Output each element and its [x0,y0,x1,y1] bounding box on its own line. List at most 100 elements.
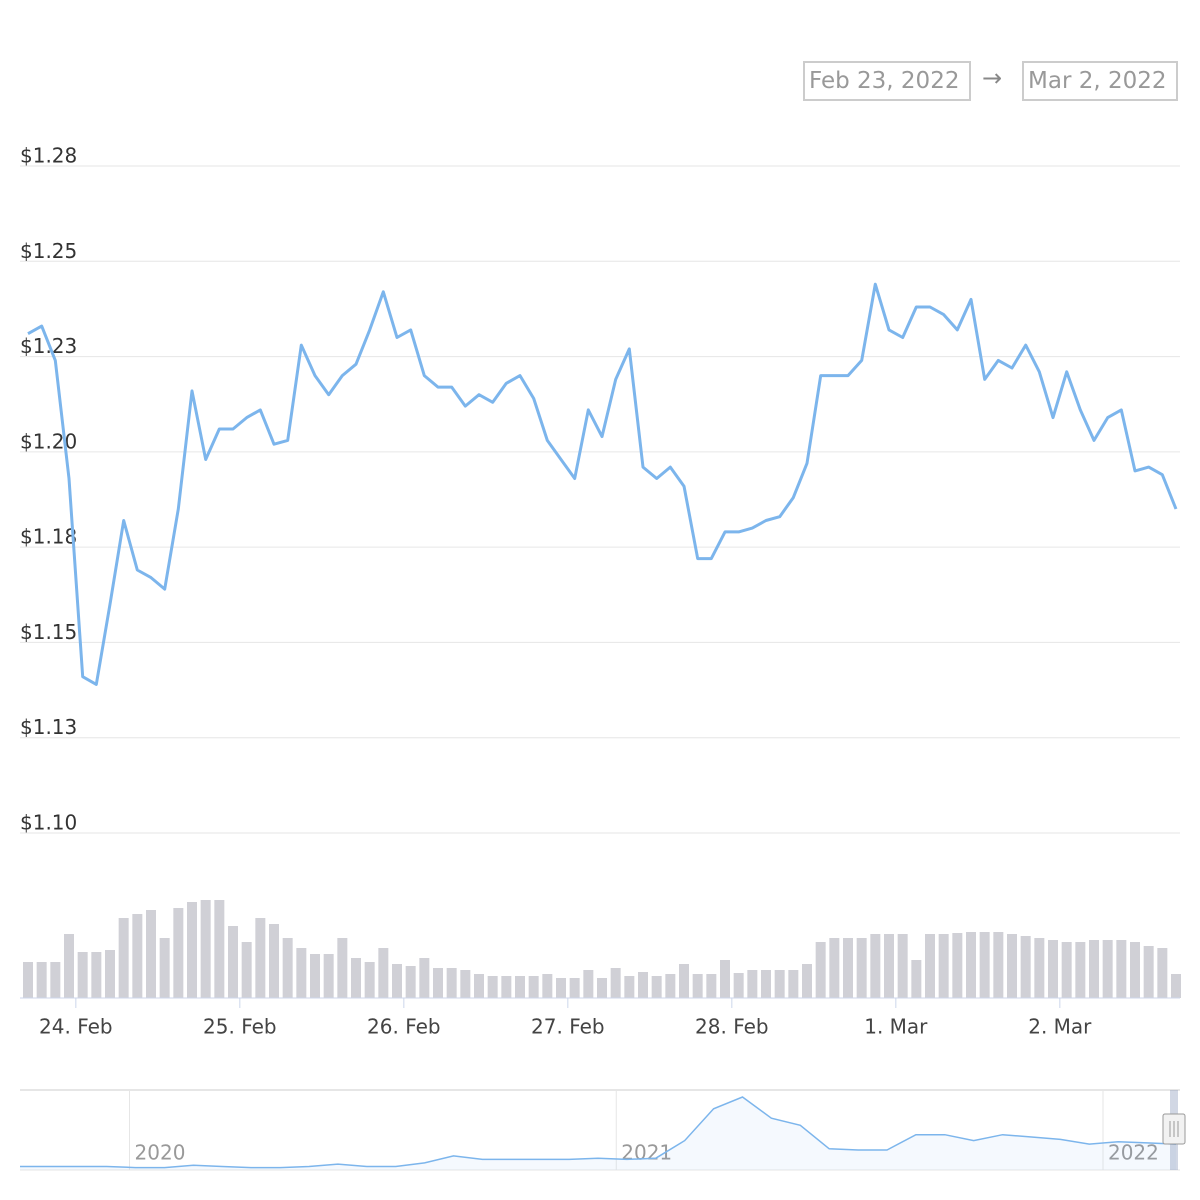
volume-bar [337,938,348,998]
volume-bar [1020,936,1031,998]
volume-bar [692,974,703,998]
navigator-label: 2022 [1108,1141,1159,1165]
volume-bar [228,926,238,998]
volume-bar [815,942,826,998]
volume-bar [446,968,457,998]
navigator-label: 2021 [621,1141,672,1165]
volume-bar [774,970,785,998]
y-tick-label: $1.13 [20,715,77,739]
volume-bar [77,952,88,998]
y-tick-label: $1.28 [20,144,77,168]
y-tick-label: $1.25 [20,239,77,263]
date-separator: → [982,64,1003,92]
volume-bar [269,924,279,998]
y-tick-label: $1.10 [20,811,77,835]
volume-bar [651,976,662,998]
volume-bar [1007,934,1017,998]
volume-bar [788,970,799,998]
volume-bar [829,938,840,998]
y-tick-label: $1.15 [20,620,77,644]
volume-bar [1143,946,1154,998]
volume-bar [870,934,881,998]
volume-bar [706,974,717,998]
volume-bar [1075,942,1086,998]
volume-bar [1102,940,1113,998]
volume-bar [1130,942,1140,998]
volume-bar [310,954,320,998]
volume-bar [1048,940,1058,998]
volume-bar [979,932,990,998]
volume-bar [884,934,894,998]
x-tick-label: 1. Mar [864,1015,928,1039]
volume-bar [1116,940,1127,998]
volume-bar [679,964,689,998]
volume-bar [528,976,539,998]
volume-bar [118,918,129,998]
volume-bar [364,962,375,998]
volume-bar [378,948,389,998]
navigator-area [20,1097,1176,1170]
navigator-bg [20,1090,1180,1170]
y-tick-label: $1.20 [20,429,77,453]
price-line [27,282,1178,686]
x-tick-label: 28. Feb [695,1015,769,1039]
volume-bar [501,976,512,998]
volume-bar [665,974,676,998]
volume-bar [624,976,635,998]
volume-bar [569,978,580,998]
volume-bar [351,958,361,998]
date-to[interactable]: Mar 2, 2022 [1022,61,1178,101]
volume-bar [610,968,621,998]
volume-bar [993,932,1004,998]
volume-bar [419,958,430,998]
volume-bar [173,908,184,998]
volume-bar [105,950,115,998]
volume-bar [132,914,143,998]
volume-bar [296,948,307,998]
volume-bar [255,918,266,998]
navigator-line [20,1096,1177,1169]
volume-bar [843,938,853,998]
volume-bar [938,934,949,998]
volume-bar [214,900,225,998]
volume-bar [952,933,963,998]
volume-bar [542,974,553,998]
y-tick-label: $1.18 [20,525,77,549]
volume-bar [323,954,334,998]
volume-bar [911,960,922,998]
x-tick-label: 26. Feb [367,1015,441,1039]
volume-bar [146,910,156,998]
volume-bar [405,966,416,998]
volume-bar [159,938,170,998]
volume-bar [897,934,908,998]
volume-bar [1089,940,1099,998]
volume-bar [487,976,498,998]
volume-bar [802,964,812,998]
volume-bar [747,970,758,998]
volume-bar [282,938,293,998]
volume-bar [515,976,525,998]
volume-bar [1157,948,1168,998]
volume-bar [583,970,594,998]
volume-bar [556,978,566,998]
volume-bar [474,974,484,998]
x-tick-label: 2. Mar [1028,1015,1092,1039]
navigator-handle[interactable] [1162,1113,1186,1145]
volume-bar [187,902,197,998]
volume-bar [966,932,976,998]
volume-bar [597,978,607,998]
volume-bar [23,962,33,998]
volume-bar [638,972,648,998]
volume-bar [460,970,471,998]
volume-bar [200,900,211,998]
x-tick-label: 25. Feb [203,1015,277,1039]
date-from[interactable]: Feb 23, 2022 [803,61,971,101]
navigator-label: 2020 [135,1141,186,1165]
x-tick-label: 24. Feb [39,1015,113,1039]
volume-bar [856,938,867,998]
volume-bar [733,973,744,998]
volume-bar [1171,974,1181,998]
volume-bar [720,960,730,998]
